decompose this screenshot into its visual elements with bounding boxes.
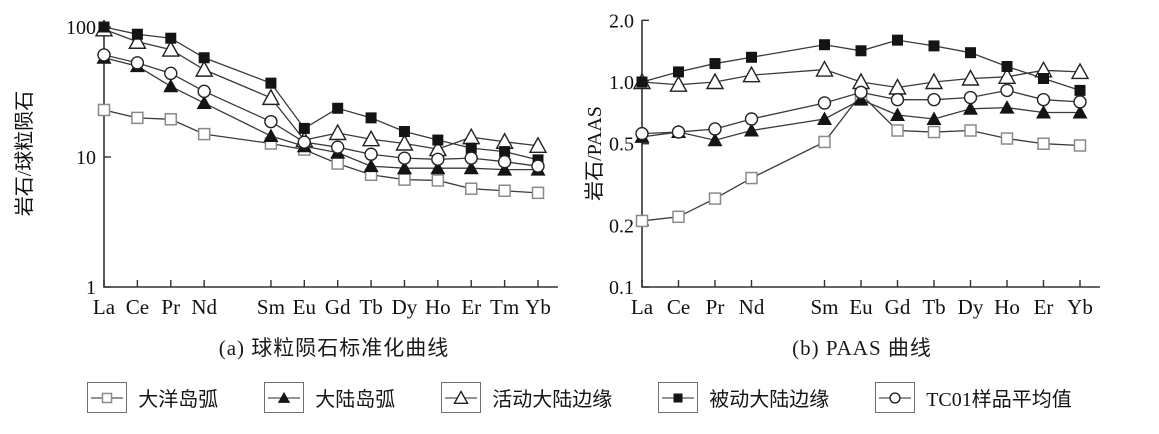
svg-text:Sm: Sm bbox=[810, 295, 838, 319]
legend-marker-filled-triangle bbox=[264, 382, 305, 413]
legend-marker-filled-square bbox=[658, 382, 699, 413]
svg-text:Tb: Tb bbox=[922, 295, 945, 319]
svg-text:Ce: Ce bbox=[126, 295, 149, 319]
svg-text:Eu: Eu bbox=[849, 295, 873, 319]
legend-marker-open-triangle bbox=[441, 382, 482, 413]
legend-item: 被动大陆边缘 bbox=[658, 382, 829, 413]
svg-text:10: 10 bbox=[76, 147, 96, 169]
svg-text:Dy: Dy bbox=[958, 295, 984, 319]
svg-text:岩石/球粒陨石: 岩石/球粒陨石 bbox=[13, 91, 36, 217]
legend-label: TC01样品平均值 bbox=[926, 389, 1072, 411]
legend: 大洋岛弧 大陆岛弧 活动大陆边缘 被动大陆边缘 TC01样品平均值 bbox=[0, 382, 1159, 413]
svg-text:1: 1 bbox=[86, 277, 96, 299]
chart-b-caption: (b) PAAS 曲线 bbox=[792, 336, 932, 360]
svg-text:0.2: 0.2 bbox=[609, 215, 634, 237]
svg-text:岩石/PAAS: 岩石/PAAS bbox=[583, 106, 606, 201]
svg-text:Nd: Nd bbox=[739, 295, 765, 319]
legend-item: TC01样品平均值 bbox=[875, 382, 1072, 413]
legend-marker-open-square bbox=[87, 382, 128, 413]
chart-a-caption: (a) 球粒陨石标准化曲线 bbox=[218, 336, 450, 360]
svg-text:Pr: Pr bbox=[706, 295, 725, 319]
svg-text:Yb: Yb bbox=[1067, 295, 1093, 319]
svg-text:Gd: Gd bbox=[885, 295, 911, 319]
svg-text:Ho: Ho bbox=[425, 295, 451, 319]
svg-text:Eu: Eu bbox=[293, 295, 317, 319]
svg-text:Pr: Pr bbox=[161, 295, 180, 319]
legend-label: 大陆岛弧 bbox=[315, 389, 396, 411]
legend-item: 大洋岛弧 bbox=[87, 382, 218, 413]
legend-marker-open-circle bbox=[875, 382, 916, 413]
svg-text:0.1: 0.1 bbox=[609, 277, 634, 299]
svg-text:Ce: Ce bbox=[667, 295, 690, 319]
svg-text:Er: Er bbox=[461, 295, 481, 319]
svg-text:Dy: Dy bbox=[392, 295, 418, 319]
legend-item: 大陆岛弧 bbox=[264, 382, 395, 413]
legend-item: 活动大陆边缘 bbox=[441, 382, 612, 413]
svg-text:2.0: 2.0 bbox=[609, 10, 634, 32]
svg-text:Tm: Tm bbox=[490, 295, 519, 319]
svg-text:Gd: Gd bbox=[325, 295, 351, 319]
svg-text:Yb: Yb bbox=[525, 295, 551, 319]
svg-text:Tb: Tb bbox=[359, 295, 382, 319]
svg-text:La: La bbox=[631, 295, 654, 319]
svg-text:Sm: Sm bbox=[257, 295, 285, 319]
legend-label: 大洋岛弧 bbox=[138, 389, 219, 411]
svg-text:La: La bbox=[93, 295, 116, 319]
svg-text:Er: Er bbox=[1034, 295, 1054, 319]
legend-label: 活动大陆边缘 bbox=[492, 389, 613, 411]
svg-text:Nd: Nd bbox=[191, 295, 217, 319]
svg-text:Ho: Ho bbox=[994, 295, 1020, 319]
legend-label: 被动大陆边缘 bbox=[709, 389, 830, 411]
svg-text:100: 100 bbox=[66, 17, 96, 39]
svg-text:0.5: 0.5 bbox=[609, 134, 634, 156]
svg-text:1.0: 1.0 bbox=[609, 72, 634, 94]
